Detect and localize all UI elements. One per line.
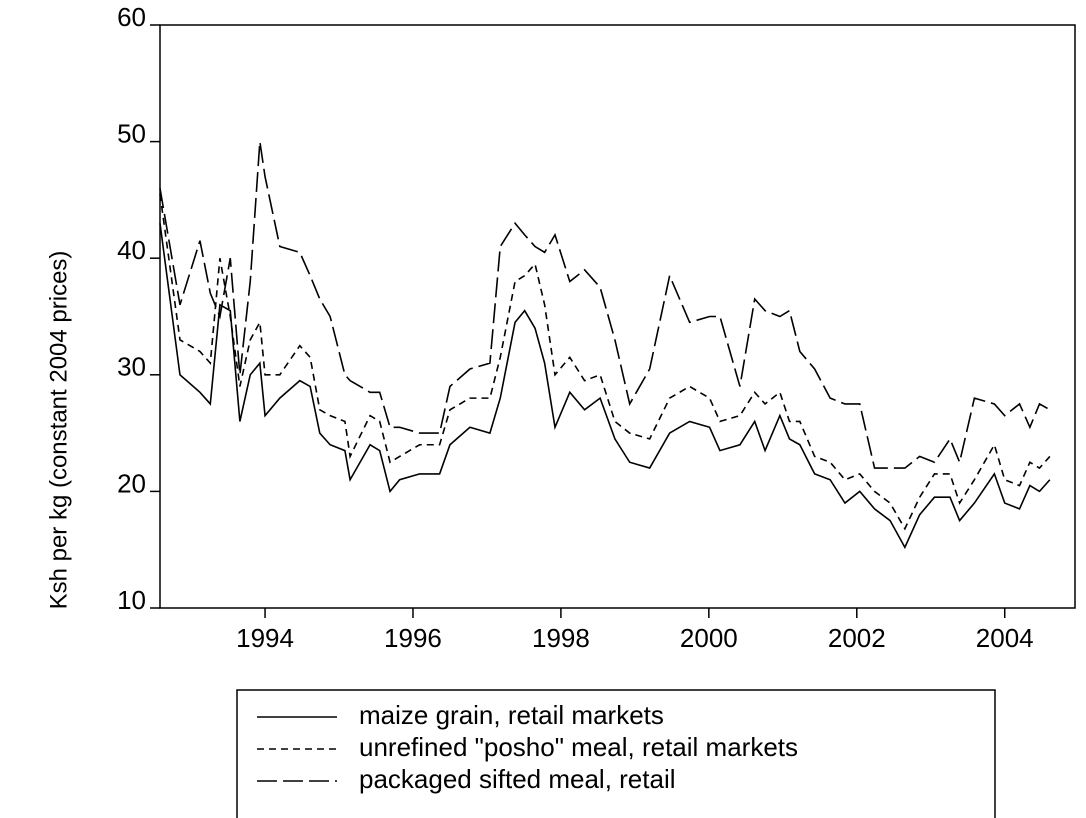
legend-box bbox=[236, 689, 996, 818]
plot-frame bbox=[159, 24, 1076, 609]
y-tick-label: 30 bbox=[117, 352, 146, 382]
legend-label: unrefined "posho" meal, retail markets bbox=[359, 732, 798, 762]
y-tick-label: 60 bbox=[117, 2, 146, 32]
y-tick-label: 10 bbox=[117, 585, 146, 615]
legend-label: packaged sifted meal, retail bbox=[359, 764, 676, 794]
x-tick-label: 1998 bbox=[532, 623, 590, 653]
x-tick-label: 2000 bbox=[680, 623, 738, 653]
legend-label: maize grain, retail markets bbox=[359, 700, 664, 730]
y-tick-label: 20 bbox=[117, 468, 146, 498]
y-tick-label: 50 bbox=[117, 118, 146, 148]
x-tick-label: 1994 bbox=[236, 623, 294, 653]
series-line bbox=[159, 223, 1051, 550]
series-line bbox=[159, 141, 1051, 469]
x-tick-label: 2002 bbox=[828, 623, 886, 653]
series-line bbox=[159, 193, 1051, 531]
x-tick-label: 1996 bbox=[384, 623, 442, 653]
y-axis-label: Ksh per kg (constant 2004 prices) bbox=[45, 251, 72, 610]
x-tick-label: 2004 bbox=[976, 623, 1034, 653]
y-tick-label: 40 bbox=[117, 235, 146, 265]
